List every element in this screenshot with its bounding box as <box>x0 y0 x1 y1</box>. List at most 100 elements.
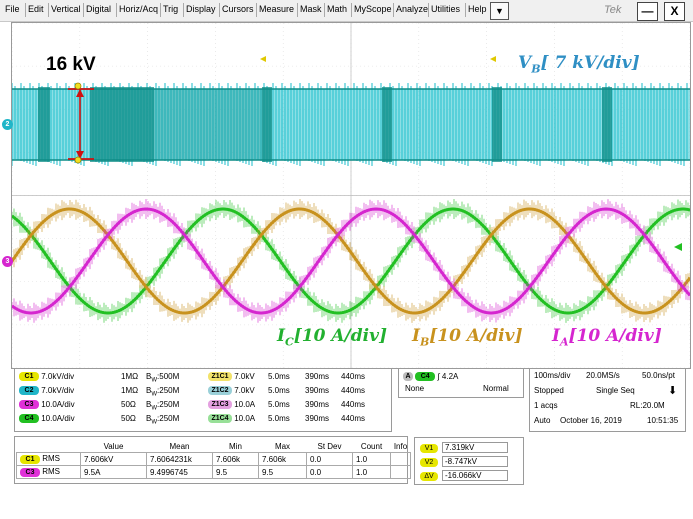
trigger-level: 4.2A <box>441 372 459 381</box>
measurement-min: 9.5 <box>212 465 259 479</box>
header-stdev: St Dev <box>317 441 342 451</box>
channel-4-settings[interactable]: C4 10.0A/div <box>19 414 75 424</box>
measurement-info <box>390 465 411 479</box>
menu-dropdown-button[interactable]: ▼ <box>490 2 509 20</box>
channel-1-settings[interactable]: C1 7.0kV/div <box>19 372 74 382</box>
cursor-badge: V2 <box>420 458 438 467</box>
menu-separator <box>393 3 394 17</box>
menu-separator <box>256 3 257 17</box>
channel-bandwidth: BW:250M <box>146 400 179 412</box>
waveform-display[interactable]: 16 kV VB[ 7 kV/div] IC[10 A/div] IB[10 A… <box>11 22 691 369</box>
label-ib-subscript: B <box>419 335 430 349</box>
zoom-time-cell: 5.0ms <box>268 400 290 409</box>
menu-separator <box>83 3 84 17</box>
measurement-source: C3 RMS <box>16 465 81 479</box>
zoom-3-settings[interactable]: Z1C3 10.0A <box>208 400 255 410</box>
menu-cursors[interactable]: Cursors <box>222 4 254 14</box>
trigger-panel[interactable]: A C4 ∫ 4.2A None Normal <box>398 368 524 398</box>
zoom-position-cell: 390ms <box>305 386 329 395</box>
measurement-row[interactable]: C1 RMS 7.606kV 7.6064231k 7.606k 7.606k … <box>16 452 411 466</box>
zoom-end: 440ms <box>341 414 366 423</box>
bandwidth-symbol: B <box>146 386 152 395</box>
label-ib-scale: [10 A/div] <box>429 326 523 346</box>
measurement-stdev: 0.0 <box>306 465 353 479</box>
measurement-header-row: Value Mean Min Max St Dev Count Info <box>17 440 411 453</box>
label-vb-scale: [ 7 kV/div] <box>540 53 640 73</box>
cursor-readout-panel[interactable]: V1 7.319kV V2 -8.747kV ΔV -16.066kV <box>414 437 524 485</box>
bandwidth-value: :250M <box>157 386 180 395</box>
label-ic-subscript: C <box>284 335 294 349</box>
menu-math[interactable]: Math <box>327 4 348 14</box>
close-button[interactable]: X <box>664 2 685 21</box>
channel-3-marker[interactable]: 3 <box>2 256 13 267</box>
measurement-value: 9.5A <box>80 465 147 479</box>
zoom-end-cell: 440ms <box>341 414 365 423</box>
channel-3-settings[interactable]: C3 10.0A/div <box>19 400 75 410</box>
bandwidth-subscript: W <box>151 419 158 426</box>
menu-utilities[interactable]: Utilities <box>431 4 461 14</box>
channel-2-settings[interactable]: C2 7.0kV/div <box>19 386 75 396</box>
waveform-ic <box>12 199 690 323</box>
label-vb: VB[ 7 kV/div] <box>518 53 640 75</box>
menu-mask[interactable]: Mask <box>300 4 322 14</box>
trigger-channel-badge: C4 <box>415 372 436 382</box>
cursor-delta-row: ΔV -16.066kV <box>420 470 508 481</box>
zoom-badge: Z1C3 <box>208 400 232 410</box>
bandwidth-symbol: B <box>146 400 152 409</box>
menu-help[interactable]: Help <box>468 4 487 14</box>
trigger-coupling: None <box>405 384 425 393</box>
waveform-ia <box>12 199 690 323</box>
channel-2-marker[interactable]: 2 <box>2 119 13 130</box>
run-stop-arrow-icon[interactable]: ⬇ <box>668 385 678 397</box>
cursor-v1-row: V1 7.319kV <box>420 442 508 453</box>
menu-display[interactable]: Display <box>186 4 216 14</box>
menu-separator <box>183 3 184 17</box>
trigger-mode-badge: A <box>403 372 413 382</box>
menu-digital[interactable]: Digital <box>86 4 112 14</box>
measurement-mean: 9.4996745 <box>146 465 213 479</box>
menu-measure[interactable]: Measure <box>259 4 295 14</box>
menu-edit[interactable]: Edit <box>28 4 44 14</box>
menu-myscope[interactable]: MyScope <box>354 4 392 14</box>
bandwidth-subscript: W <box>151 391 158 398</box>
menu-bar: File Edit Vertical Digital Horiz/Acq Tri… <box>0 0 693 22</box>
channel-badge: C3 <box>19 400 39 410</box>
menu-analyze[interactable]: Analyze <box>396 4 429 14</box>
measurement-type: RMS <box>42 467 61 477</box>
acquisition-panel[interactable]: 100ms/div 20.0MS/s 50.0ns/pt Stopped Sin… <box>529 368 686 432</box>
trigger-markers <box>260 56 682 251</box>
cursor-badge: V1 <box>420 444 438 453</box>
zoom-4-settings[interactable]: Z1C4 10.0A <box>208 414 255 424</box>
minimize-button[interactable]: — <box>637 2 658 21</box>
zoom-2-settings[interactable]: Z1C2 7.0kV <box>208 386 255 396</box>
measurement-row[interactable]: C3 RMS 9.5A 9.4996745 9.5 9.5 0.0 1.0 <box>16 465 411 479</box>
measurement-max: 9.5 <box>258 465 307 479</box>
header-count: Count <box>360 441 383 451</box>
menu-file[interactable]: File <box>5 4 20 14</box>
menu-separator <box>324 3 325 17</box>
zoom-1-settings[interactable]: Z1C1 7.0kV <box>208 372 255 382</box>
measurement-mean: 7.6064231k <box>146 452 213 466</box>
channel-impedance: 50Ω <box>121 400 136 409</box>
bandwidth-subscript: W <box>151 405 158 412</box>
zoom-time: 5.0ms <box>268 414 290 423</box>
cursor-v2-value: -8.747kV <box>442 456 508 467</box>
channel-scale: 7.0kV/div <box>41 386 75 395</box>
zoom-scale: 7.0kV <box>234 386 255 395</box>
measurement-badge: C3 <box>20 467 40 477</box>
zoom-badge: Z1C2 <box>208 386 232 396</box>
menu-trig[interactable]: Trig <box>163 4 179 14</box>
header-mean: Mean <box>169 441 190 451</box>
menu-separator <box>160 3 161 17</box>
timebase: 100ms/div <box>534 371 571 380</box>
label-ib-symbol: I <box>412 326 420 346</box>
channel-impedance: 1MΩ <box>121 372 139 381</box>
zoom-position: 390ms <box>305 372 330 381</box>
cursor-badge: ΔV <box>420 472 438 481</box>
menu-vertical[interactable]: Vertical <box>51 4 81 14</box>
channel-bandwidth: BW:250M <box>146 386 179 398</box>
menu-horiz-acq[interactable]: Horiz/Acq <box>119 4 159 14</box>
header-min: Min <box>229 441 242 451</box>
channel-impedance: 1MΩ <box>121 386 139 395</box>
menu-separator <box>428 3 429 17</box>
